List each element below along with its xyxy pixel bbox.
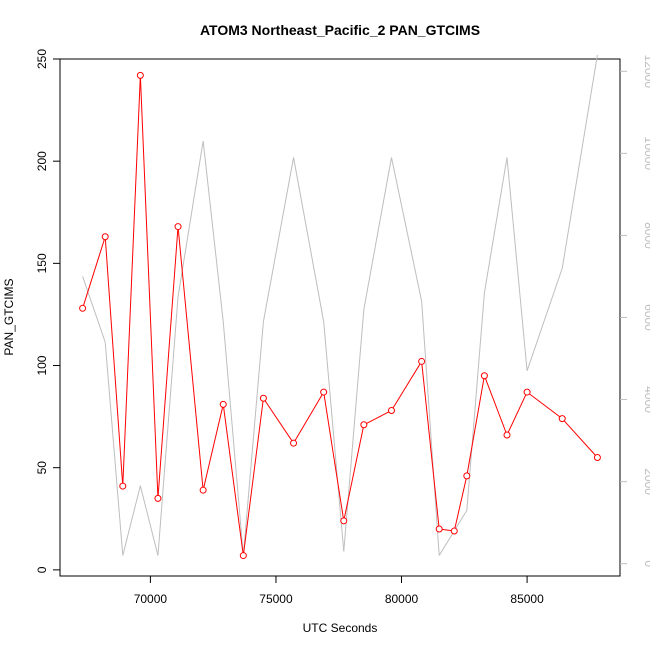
series-0-point [558,415,566,423]
series-0-segment [453,475,468,532]
series-0-segment [157,226,179,499]
y-tick-label: 250 [35,49,49,69]
series-1-segment [82,276,106,343]
series-0-segment [262,397,294,444]
series-0-point [523,388,531,396]
series-0-point [450,527,458,535]
x-axis-label: UTC Seconds [303,621,378,635]
series-0-point [387,406,395,414]
series-1-segment [390,157,423,302]
series-0-segment [506,391,528,436]
series-0-point [199,486,207,494]
series-1-segment [293,157,325,322]
x-tick-label: 85000 [510,592,544,606]
y-axis-label: PAN_GTCIMS [2,278,16,355]
secondary-series-layer [82,54,598,556]
series-0-segment [343,424,365,521]
series-1-segment [363,157,392,310]
series-1-segment [343,309,365,552]
series-1-segment [526,268,563,372]
y2-tick-label: 12000 [642,55,650,89]
series-0-segment [483,375,508,436]
series-0-point [503,431,511,439]
series-0-point [290,439,298,447]
series-0-segment [242,398,264,556]
y-tick-label: 150 [35,253,49,273]
series-0-point [259,394,267,402]
series-0-point [101,233,109,241]
series-0-segment [391,361,423,411]
series-0-segment [561,418,598,458]
series-0-point [119,482,127,490]
series-0-point [463,472,471,480]
series-1-segment [104,342,124,556]
series-1-segment [222,321,244,556]
y2-tick-label: 8000 [642,222,650,249]
series-1-segment [453,510,468,532]
series-1-segment [483,157,508,293]
series-0-segment [323,392,345,521]
chart-title: ATOM3 Northeast_Pacific_2 PAN_GTCIMS [200,22,480,38]
series-0-point [340,517,348,525]
y2-tick-label: 6000 [642,304,650,331]
series-0-point [320,388,328,396]
series-0-segment [139,75,159,499]
series-0-segment [202,404,224,491]
series-0-segment [122,75,141,487]
series-0-segment [421,361,440,530]
series-0-segment [177,226,204,491]
series-1-segment [242,321,264,556]
series-0-segment [82,236,106,309]
series-1-segment [438,530,455,556]
x-tick-label: 70000 [134,592,168,606]
y2-tick-label: 2000 [642,468,650,495]
series-0-point [174,223,182,231]
series-0-segment [526,391,563,420]
series-0-segment [222,404,244,556]
series-0-point [154,494,162,502]
x-tick-label: 75000 [259,592,293,606]
series-0-segment [363,410,392,426]
series-1-segment [122,485,141,556]
series-1-segment [157,296,179,556]
y-tick-label: 50 [35,461,49,475]
x-tick-label: 80000 [385,592,419,606]
primary-series-layer [79,71,601,560]
series-0-point [239,552,247,560]
series-0-point [480,372,488,380]
y-tick-label: 100 [35,355,49,375]
series-1-segment [139,485,159,556]
series-0-point [435,525,443,533]
series-1-segment [262,157,295,322]
series-1-segment [421,301,440,556]
y2-tick-label: 0 [642,560,650,567]
series-1-segment [506,157,528,371]
series-0-point [418,357,426,365]
series-0-point [593,453,601,461]
series-0-segment [104,236,124,487]
series-0-segment [466,375,485,476]
y2-tick-label: 4000 [642,386,650,413]
series-0-segment [293,391,325,444]
series-1-segment [177,140,204,298]
series-0-point [219,400,227,408]
y-tick-label: 200 [35,151,49,171]
series-1-segment [561,54,598,269]
y-tick-label: 0 [35,566,49,573]
axes-layer: 70000 75000 80000 85000 0 50 100 150 200 250 0 2000… [35,49,650,606]
series-1-segment [323,321,345,552]
series-0-point [360,421,368,429]
series-0-point [136,71,144,79]
series-0-point [79,304,87,312]
y2-tick-label: 10000 [642,137,650,171]
series-1-segment [202,141,224,322]
